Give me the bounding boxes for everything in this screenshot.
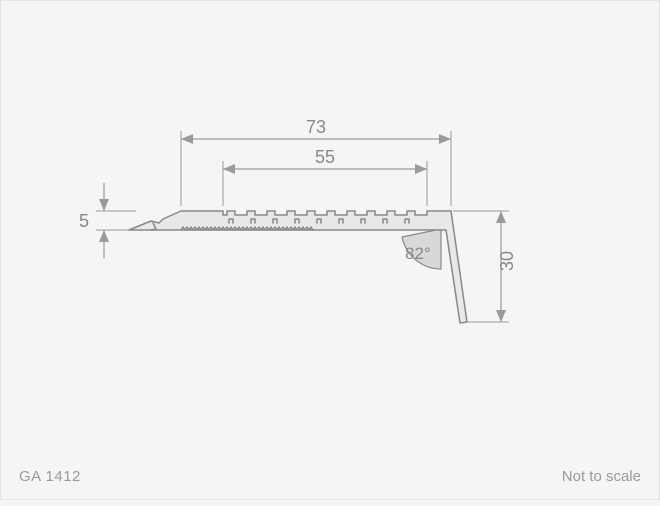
dim-label-5: 5 [79,211,89,231]
drawing-area: 73 55 5 30 82° [1,1,659,499]
arrow-55-left [223,164,235,174]
arrow-5-top [99,199,109,211]
angle-label: 82° [405,244,431,263]
profile-svg: 73 55 5 30 82° [1,1,660,501]
part-number: GA 1412 [19,468,81,485]
arrow-73-left [181,134,193,144]
dim-label-73: 73 [306,117,326,137]
scale-note: Not to scale [562,468,641,485]
arrow-30-top [496,211,506,223]
arrow-73-right [439,134,451,144]
dim-label-55: 55 [315,147,335,167]
dim-label-30: 30 [497,251,517,271]
arrow-5-bot [99,230,109,242]
arrow-55-right [415,164,427,174]
arrow-30-bot [496,310,506,322]
